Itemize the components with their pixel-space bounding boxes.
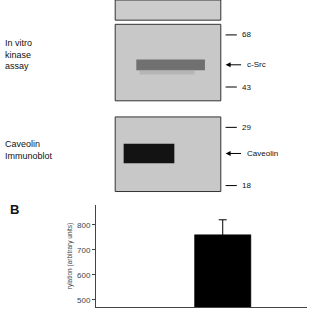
svg-text:43: 43 bbox=[242, 83, 251, 92]
svg-text:600: 600 bbox=[77, 271, 91, 280]
svg-text:In vitrokinaseassay: In vitrokinaseassay bbox=[5, 38, 32, 71]
svg-text:68: 68 bbox=[242, 30, 251, 39]
svg-text:Caveolin: Caveolin bbox=[247, 149, 278, 158]
svg-text:800: 800 bbox=[77, 221, 91, 230]
svg-text:rylation (arbitrary units): rylation (arbitrary units) bbox=[66, 223, 74, 289]
svg-text:29: 29 bbox=[242, 123, 251, 132]
svg-text:18: 18 bbox=[242, 181, 251, 190]
svg-text:B: B bbox=[10, 202, 19, 217]
svg-text:CaveolinImmunoblot: CaveolinImmunoblot bbox=[5, 139, 53, 161]
svg-text:500: 500 bbox=[77, 296, 91, 305]
svg-text:700: 700 bbox=[77, 246, 91, 255]
svg-text:c-Src: c-Src bbox=[247, 60, 266, 69]
